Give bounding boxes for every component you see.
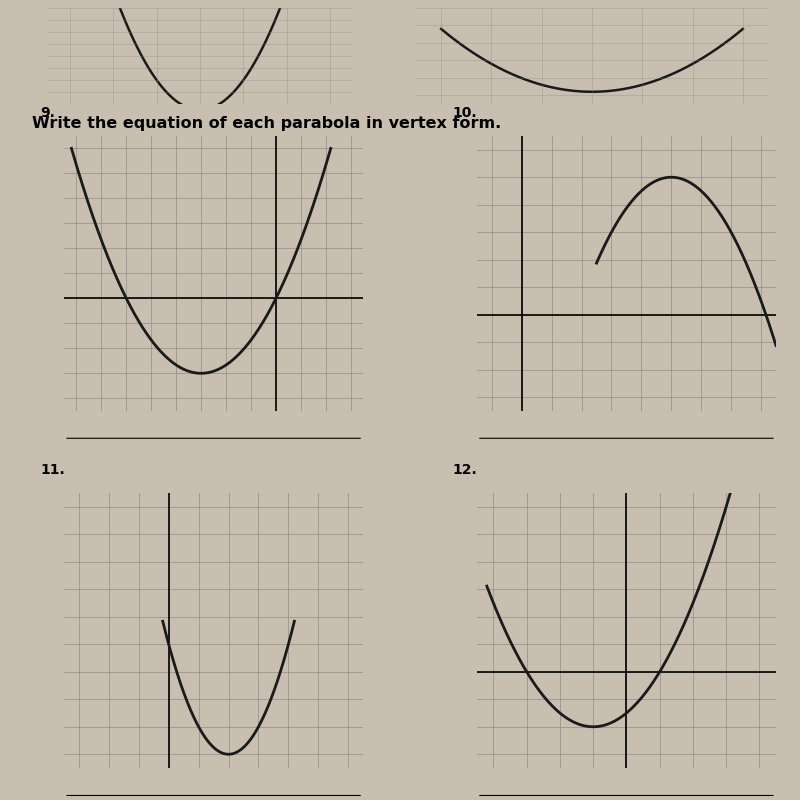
Text: 3: 3	[348, 452, 354, 461]
Text: 6: 6	[698, 452, 704, 461]
Text: 11.: 11.	[40, 462, 65, 477]
Text: -2: -2	[222, 452, 230, 461]
Text: 1: 1	[549, 452, 554, 461]
Text: 1: 1	[435, 640, 441, 649]
Text: -7: -7	[97, 452, 106, 461]
Text: 1: 1	[435, 282, 441, 292]
Text: 8: 8	[22, 558, 28, 566]
Text: -1: -1	[487, 452, 496, 461]
Text: 5: 5	[669, 452, 674, 461]
Text: 1: 1	[298, 452, 304, 461]
Text: 10: 10	[17, 502, 28, 511]
Text: 7: 7	[22, 585, 28, 594]
Text: -2: -2	[432, 365, 441, 374]
Text: -2: -2	[19, 344, 28, 353]
Text: 6: 6	[22, 144, 28, 153]
Text: 4: 4	[22, 194, 28, 203]
Text: 7: 7	[728, 452, 734, 461]
Text: 3: 3	[22, 695, 28, 704]
Text: -3: -3	[19, 369, 28, 378]
Text: 4: 4	[22, 667, 28, 676]
Text: 2: 2	[435, 255, 441, 264]
Text: -3: -3	[197, 452, 206, 461]
Text: 5: 5	[435, 530, 441, 539]
Text: 9: 9	[22, 530, 28, 539]
Text: 2: 2	[435, 612, 441, 622]
Text: 2: 2	[578, 452, 584, 461]
Text: -1: -1	[432, 695, 441, 704]
Text: 6: 6	[435, 502, 441, 511]
Text: 3: 3	[435, 228, 441, 237]
Text: 1: 1	[22, 269, 28, 278]
Text: -3: -3	[432, 393, 441, 402]
Text: -8: -8	[72, 452, 81, 461]
Text: 2: 2	[22, 722, 28, 731]
Text: -4: -4	[19, 394, 28, 402]
Text: 4: 4	[435, 200, 441, 209]
Text: -1: -1	[19, 319, 28, 328]
Text: 3: 3	[22, 219, 28, 228]
Text: 3: 3	[435, 585, 441, 594]
Text: -4: -4	[172, 452, 181, 461]
Text: 1: 1	[22, 750, 28, 758]
Text: 8: 8	[758, 452, 764, 461]
Text: 5: 5	[22, 169, 28, 178]
Text: Write the equation of each parabola in vertex form.: Write the equation of each parabola in v…	[32, 116, 502, 131]
Text: 2: 2	[22, 244, 28, 253]
Text: -5: -5	[146, 452, 156, 461]
Text: 0: 0	[526, 452, 532, 461]
Text: 5: 5	[22, 640, 28, 649]
Text: 4: 4	[435, 558, 441, 566]
Text: -3: -3	[432, 750, 441, 758]
Text: -2: -2	[432, 722, 441, 731]
Text: 0: 0	[280, 452, 286, 461]
Text: 3: 3	[609, 452, 614, 461]
Text: -1: -1	[432, 338, 441, 346]
Text: 2: 2	[323, 452, 329, 461]
Text: 5: 5	[435, 173, 441, 182]
Text: 4: 4	[638, 452, 644, 461]
Text: 10.: 10.	[453, 106, 478, 119]
Text: 6: 6	[22, 612, 28, 622]
Text: -1: -1	[246, 452, 255, 461]
Text: 6: 6	[435, 146, 441, 154]
Text: -6: -6	[122, 452, 131, 461]
Text: 12.: 12.	[453, 462, 478, 477]
Text: 9.: 9.	[40, 106, 55, 119]
